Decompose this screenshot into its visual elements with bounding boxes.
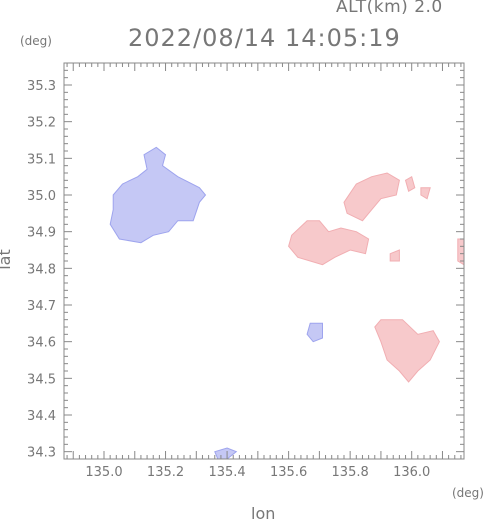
x-tick-label: 136.0 [393, 465, 430, 480]
x-tick-label: 135.4 [208, 465, 245, 480]
x-axis-label: lon [251, 504, 276, 523]
positive-echo-region-1 [288, 220, 370, 266]
y-tick-label: 34.6 [27, 336, 56, 351]
altitude-label: ALT(km) 2.0 [336, 0, 443, 17]
y-tick-label: 34.3 [27, 446, 56, 461]
positive-echo-region-2 [343, 172, 400, 222]
x-tick-label: 135.0 [85, 465, 122, 480]
y-tick-label: 34.7 [27, 299, 56, 314]
y-tick-label: 34.9 [27, 226, 56, 241]
x-tick-label: 135.8 [332, 465, 369, 480]
y-tick-label: 35.2 [27, 116, 56, 131]
negative-echo-region-0 [109, 146, 207, 244]
plot-frame [63, 62, 465, 460]
positive-echo-region-5 [420, 187, 431, 200]
negative-echo-region-9 [306, 322, 323, 343]
y-tick-label: 35.1 [27, 152, 56, 167]
y-tick-label: 34.4 [27, 409, 56, 424]
positive-echo-region-3 [374, 319, 440, 383]
positive-echo-region-7 [389, 249, 400, 262]
y-tick-label: 35.3 [27, 79, 56, 94]
x-tick-label: 135.2 [147, 465, 184, 480]
timestamp-title: 2022/08/14 14:05:19 [128, 24, 401, 52]
y-tick-label: 34.8 [27, 262, 56, 277]
x-tick-label: 135.6 [270, 465, 307, 480]
y-tick-label: 35.0 [27, 189, 56, 204]
echo-regions [109, 146, 465, 460]
negative-echo-region-8 [214, 447, 238, 460]
y-tick-label: 34.5 [27, 372, 56, 387]
positive-echo-region-4 [404, 175, 416, 193]
axis-ticks: 135.0 135.2 135.4 135.6 135.8 136.0 34.3 34.4 34… [27, 62, 464, 480]
x-unit-label: (deg) [452, 486, 484, 500]
y-unit-label: (deg) [20, 34, 52, 48]
